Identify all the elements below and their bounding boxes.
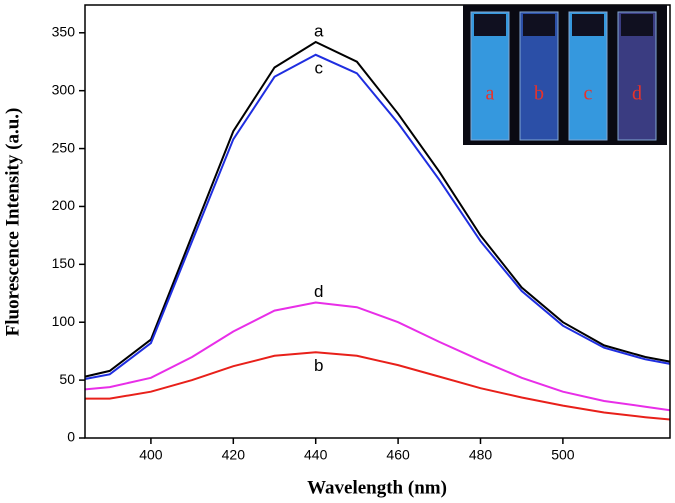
x-axis-title: Wavelength (nm)	[307, 477, 447, 498]
y-tick-label: 300	[52, 81, 76, 97]
x-tick-label: 500	[551, 447, 575, 463]
curve-label: a	[314, 22, 324, 41]
x-tick-label: 400	[139, 447, 163, 463]
y-tick-label: 100	[52, 313, 76, 329]
inset-label: a	[486, 83, 495, 105]
inset-photo: a b c d	[463, 5, 667, 145]
y-tick-label: 50	[59, 371, 75, 387]
line	[84, 53, 671, 380]
inset-label: c	[584, 83, 593, 105]
inset-label: b	[534, 83, 544, 105]
line	[84, 301, 671, 412]
curve-label: d	[314, 282, 323, 301]
cuvette-top	[474, 14, 506, 36]
plot-frame	[84, 4, 671, 439]
x-tick-label: 420	[222, 447, 246, 463]
y-tick-label: 250	[52, 139, 76, 155]
x-tick-label: 460	[386, 447, 410, 463]
line	[84, 40, 671, 378]
y-tick-label: 0	[67, 429, 75, 445]
inset-label: d	[632, 83, 642, 105]
x-tick-label: 440	[304, 447, 328, 463]
line	[85, 351, 671, 421]
curve-label: c	[314, 58, 323, 77]
x-tick-label: 480	[469, 447, 493, 463]
y-tick-label: 200	[52, 197, 76, 213]
y-tick-label: 150	[52, 255, 76, 271]
curve-label: b	[314, 356, 323, 375]
cuvette-top	[572, 14, 604, 36]
cuvette-top	[621, 14, 653, 36]
cuvette-top	[523, 14, 555, 36]
y-axis-title: Fluorescence Intensity (a.u.)	[2, 108, 23, 337]
y-tick-label: 350	[52, 23, 76, 39]
